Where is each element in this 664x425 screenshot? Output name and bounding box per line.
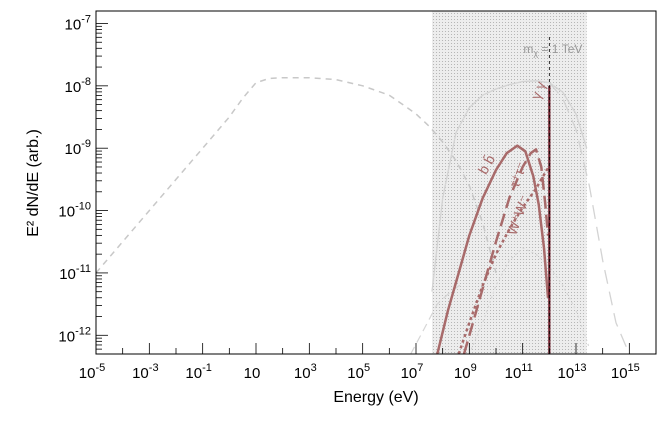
y-axis-label: E² dN/dE (arb.) xyxy=(25,129,42,237)
x-tick-label-0: 10-5 xyxy=(79,362,105,382)
x-tick-label-6: 107 xyxy=(401,362,424,382)
x-tick-label-10: 1015 xyxy=(611,362,640,382)
series-line-3 xyxy=(468,247,590,354)
y-tick-label-4: 10-8 xyxy=(65,76,91,96)
y-tick-label-1: 10-11 xyxy=(59,263,91,283)
series-line-1 xyxy=(431,80,588,292)
x-tick-label-7: 109 xyxy=(454,362,477,382)
y-tick-label-2: 10-10 xyxy=(58,201,91,221)
x-tick-label-4: 103 xyxy=(294,362,317,382)
x-tick-label-9: 1013 xyxy=(558,362,587,382)
y-tick-label-5: 10-7 xyxy=(65,13,91,33)
x-tick-label-1: 10-3 xyxy=(132,362,158,382)
series-line-0 xyxy=(96,76,497,274)
series-line-7 xyxy=(457,166,551,354)
x-axis-label: Energy (eV) xyxy=(333,389,418,406)
x-tick-label-2: 10-1 xyxy=(185,362,211,382)
x-tick-label-8: 1011 xyxy=(505,362,533,382)
x-tick-label-3: 10 xyxy=(244,365,261,382)
mass-label: mχ = 1 TeV xyxy=(523,42,582,58)
annotation-3: γ γ xyxy=(527,79,548,101)
y-tick-label-0: 10-12 xyxy=(58,325,91,345)
series-line-2 xyxy=(548,82,630,354)
shaded-band xyxy=(432,11,587,354)
y-tick-label-3: 10-9 xyxy=(65,138,91,158)
x-tick-label-5: 105 xyxy=(347,362,370,382)
plot-frame xyxy=(95,10,657,355)
series-line-5 xyxy=(436,144,550,354)
